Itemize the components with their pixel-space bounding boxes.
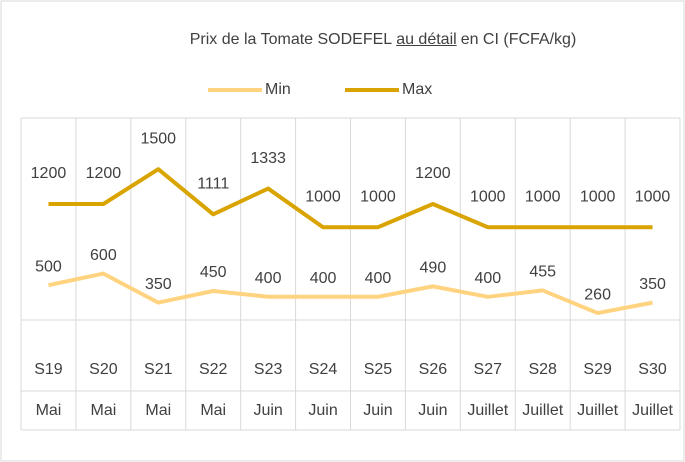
data-label: 1200 — [86, 165, 122, 182]
data-label: 1333 — [250, 150, 286, 167]
x-group-label: Juin — [253, 402, 282, 419]
data-label: 260 — [584, 286, 611, 303]
data-label: 1000 — [470, 188, 506, 205]
x-tick-label: S29 — [583, 361, 612, 378]
x-tick-label: S26 — [419, 361, 448, 378]
x-tick-label: S19 — [34, 361, 63, 378]
data-label: 1200 — [31, 165, 67, 182]
data-label: 500 — [35, 258, 62, 275]
x-group-label: Juillet — [577, 402, 618, 419]
x-tick-label: S30 — [638, 361, 667, 378]
series-line — [48, 167, 653, 230]
x-tick-label: S23 — [254, 361, 283, 378]
data-label: 455 — [529, 264, 556, 281]
data-label: 1111 — [197, 176, 229, 193]
title-part: au détail — [396, 31, 457, 48]
data-label: 350 — [639, 276, 666, 293]
x-group-label: Juillet — [632, 402, 673, 419]
x-tick-label: S25 — [364, 361, 393, 378]
legend-label: Max — [402, 81, 432, 98]
x-group-label: Juillet — [467, 402, 508, 419]
data-label: 1000 — [360, 188, 396, 205]
x-tick-label: S27 — [474, 361, 503, 378]
x-tick-label: S21 — [144, 361, 173, 378]
chart-title: Prix de la Tomate SODEFEL au détail en CI … — [0, 31, 685, 49]
title-part: Prix de la Tomate SODEFEL — [189, 31, 393, 48]
x-group-label: Juillet — [522, 402, 563, 419]
x-tick-label: S20 — [89, 361, 118, 378]
x-group-label: Juin — [363, 402, 392, 419]
data-label: 400 — [365, 270, 392, 287]
data-label: 1000 — [305, 188, 341, 205]
x-group-label: Mai — [200, 402, 226, 419]
data-label: 400 — [310, 270, 337, 287]
data-label: 450 — [200, 264, 227, 281]
x-group-label: Mai — [90, 402, 116, 419]
data-label: 400 — [255, 270, 282, 287]
data-label: 350 — [145, 276, 172, 293]
x-group-label: Juin — [418, 402, 447, 419]
data-label: 1000 — [635, 188, 671, 205]
data-label: 400 — [474, 270, 501, 287]
series-line — [48, 271, 653, 316]
x-tick-label: S28 — [528, 361, 557, 378]
x-group-label: Mai — [36, 402, 62, 419]
data-label: 1500 — [140, 130, 176, 147]
legend-label: Min — [265, 81, 291, 98]
data-label: 600 — [90, 247, 117, 264]
x-group-label: Juin — [308, 402, 337, 419]
x-tick-label: S24 — [309, 361, 338, 378]
data-label: 490 — [420, 260, 447, 277]
data-label: 1200 — [415, 165, 451, 182]
x-tick-label: S22 — [199, 361, 228, 378]
data-label: 1000 — [525, 188, 561, 205]
title-part: en CI (FCFA/kg) — [460, 31, 577, 48]
x-group-label: Mai — [145, 402, 171, 419]
data-label: 1000 — [580, 188, 616, 205]
